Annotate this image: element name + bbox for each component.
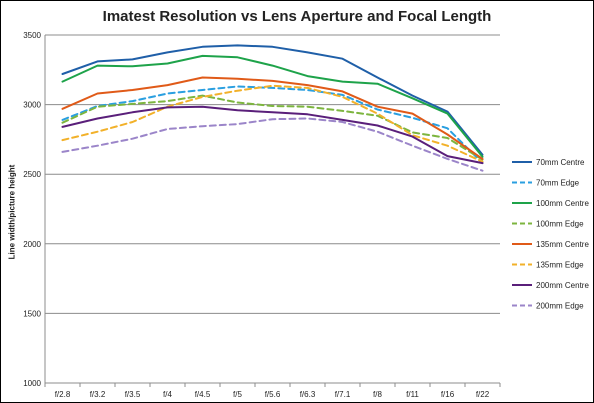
x-tick-f/16: f/16 <box>441 390 455 399</box>
y-tick-2500: 2500 <box>23 170 41 179</box>
series-line-70mm-edge <box>61 85 484 165</box>
series-line-100mm-edge <box>61 94 484 161</box>
x-tick-f/4: f/4 <box>163 390 172 399</box>
legend-label-200mm-edge: 200mm Edge <box>536 302 584 311</box>
x-tick-f/8: f/8 <box>373 390 382 399</box>
legend-label-70mm-edge: 70mm Edge <box>536 179 580 188</box>
series-line-135mm-edge <box>61 84 484 163</box>
axes <box>44 35 501 387</box>
series-line-70mm-centre <box>61 44 484 156</box>
legend-label-100mm-edge: 100mm Edge <box>536 220 584 229</box>
x-tick-f/3.5: f/3.5 <box>125 390 141 399</box>
y-tick-1500: 1500 <box>23 309 41 318</box>
x-tick-f/3.2: f/3.2 <box>90 390 106 399</box>
x-tick-labels: f/2.8 f/3.2 f/3.5 f/4 f/4.5 f/5 f/5.6 f/6.3 f/7.… <box>55 390 490 399</box>
x-tick-f/11: f/11 <box>406 390 419 399</box>
series-line-135mm-centre <box>61 76 484 160</box>
legend-label-100mm-centre: 100mm Centre <box>536 199 589 208</box>
legend-label-200mm-centre: 200mm Centre <box>536 281 589 290</box>
x-tick-f/22: f/22 <box>476 390 490 399</box>
y-tick-3500: 3500 <box>23 31 41 40</box>
y-tick-1000: 1000 <box>23 379 41 388</box>
legend-label-70mm-centre: 70mm Centre <box>536 158 585 167</box>
x-tick-f/6.3: f/6.3 <box>300 390 316 399</box>
series-line-200mm-edge <box>61 117 484 172</box>
x-tick-f/4.5: f/4.5 <box>195 390 211 399</box>
legend-label-135mm-centre: 135mm Centre <box>536 240 589 249</box>
chart-title: Imatest Resolution vs Lens Aperture and … <box>102 8 492 25</box>
grid-lines <box>45 34 500 314</box>
series-lines <box>61 44 484 172</box>
series-line-200mm-centre <box>61 105 484 165</box>
y-tick-labels: 1000 1500 2000 2500 3000 3500 <box>23 31 41 388</box>
y-tick-2000: 2000 <box>23 240 41 249</box>
x-tick-f/5.6: f/5.6 <box>265 390 281 399</box>
x-tick-f/7.1: f/7.1 <box>335 390 351 399</box>
legend: 70mm Centre 70mm Edge 100mm Centre 100mm Ed… <box>512 158 589 311</box>
legend-label-135mm-edge: 135mm Edge <box>536 261 584 270</box>
series-line-100mm-centre <box>61 54 484 158</box>
x-tick-f/2.8: f/2.8 <box>55 390 71 399</box>
x-tick-f/5: f/5 <box>233 390 242 399</box>
y-tick-3000: 3000 <box>23 101 41 110</box>
